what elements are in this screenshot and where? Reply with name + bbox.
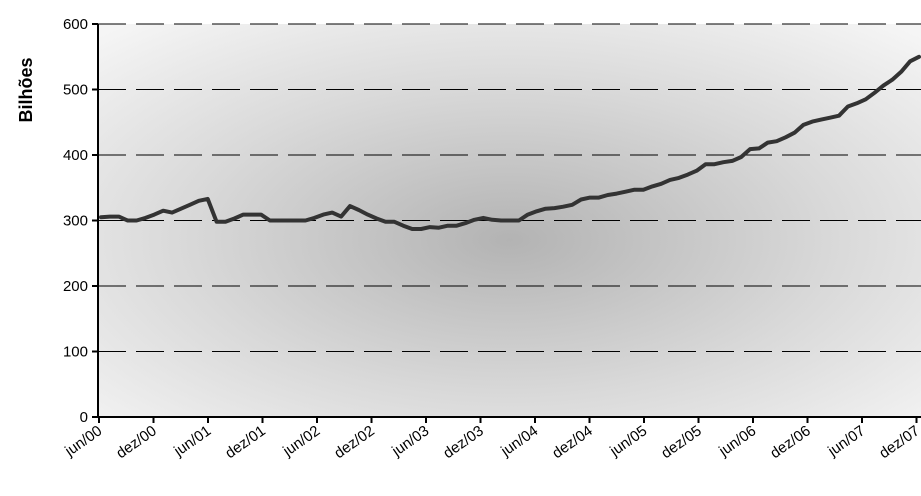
x-tick-label: dez/01 [222,422,269,462]
axes [92,23,921,423]
x-tick-label: jun/05 [606,422,650,460]
x-tick-label: dez/03 [440,422,487,462]
x-tick-labels: jun/00 dez/00 jun/01 dez/01 jun/02 dez/02 jun/… [61,422,921,462]
series-line [99,54,921,231]
y-axis-label: Bilhões [16,57,36,122]
y-tick-label: 600 [63,16,88,33]
gridlines [98,23,921,352]
y-tick-label: 500 [63,82,88,99]
y-tick-label: 400 [63,147,88,164]
series-layer [99,54,921,231]
x-tick-label: dez/04 [549,422,596,462]
x-tick-label: jun/03 [388,422,432,460]
x-tick-label: jun/00 [61,422,105,460]
y-tick-label: 100 [63,344,88,361]
y-tick-label: 300 [63,213,88,230]
x-tick-label: dez/02 [331,422,378,462]
y-tick-labels: 0 100 200 300 400 500 600 [63,16,88,426]
x-tick-label: dez/00 [113,422,160,462]
x-tick-label: jun/07 [824,422,868,460]
x-tick-label: dez/07 [876,422,921,462]
x-tick-label: jun/06 [715,422,759,460]
x-tick-label: jun/04 [497,422,541,460]
x-tick-label: dez/05 [658,422,705,462]
x-tick-label: jun/02 [279,422,323,460]
x-tick-label: jun/01 [170,422,214,460]
x-tick-label: dez/06 [767,422,814,462]
y-tick-label: 200 [63,278,88,295]
y-tick-label: 0 [80,409,88,426]
